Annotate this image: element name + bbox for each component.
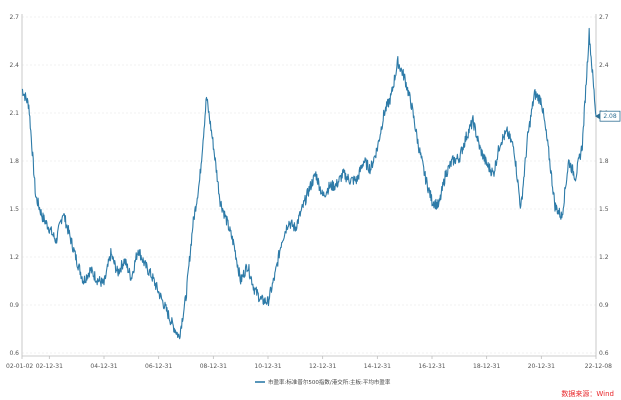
legend: 市盈率:标准普尔500指数/港交所:主板:平均市盈率 [255,378,391,386]
right-y-tick-labels: 0.60.91.21.51.82.12.42.7 [599,14,609,357]
y-tick-label-left: 2.4 [9,62,19,69]
y-tick-label-right: 0.6 [599,350,609,357]
x-tick-label: 10-12-31 [254,363,281,370]
y-tick-label-left: 1.2 [9,254,19,261]
y-tick-label-left: 2.1 [9,110,19,117]
x-tick-label: 02-01-02 [6,363,33,370]
left-y-tick-labels: 0.6 0.9 1.2 1.5 1.8 2.1 2.4 2.7 [9,14,19,357]
callout-value: 2.08 [603,113,617,120]
y-tick-label-left: 2.7 [9,14,19,21]
y-tick-label-right: 1.2 [599,254,609,261]
series-layer [21,27,597,340]
x-tick-label: 02-12-31 [36,363,63,370]
grid [22,16,596,354]
last-value-callout: 2.08 [595,110,621,122]
y-tick-label-left: 1.5 [9,206,19,213]
callout-box [599,110,621,122]
x-tick-label: 20-12-31 [528,363,555,370]
y-tick-label-right: 2.4 [599,62,609,69]
y-tick-label-left: 0.6 [9,350,19,357]
x-tick-label: 04-12-31 [90,363,117,370]
y-tick-label-right: 1.5 [599,206,609,213]
x-tick-label: 06-12-31 [145,363,172,370]
x-tick-label: 18-12-31 [473,363,500,370]
axes [21,14,597,357]
legend-label: 市盈率:标准普尔500指数/港交所:主板:平均市盈率 [268,378,391,386]
y-tick-label-right: 1.8 [599,158,609,165]
y-tick-label-right: 2.7 [599,14,609,21]
x-tick-label: 14-12-31 [364,363,391,370]
x-tick-label: 12-12-31 [309,363,336,370]
data-source-label: 数据来源：Wind [561,389,614,398]
x-tick-label: 08-12-31 [200,363,227,370]
y-tick-label-right: 0.9 [599,302,609,309]
y-tick-label-left: 0.9 [9,302,19,309]
x-tick-labels: 02-01-02 02-12-31 04-12-31 06-12-31 08-12-31… [6,356,612,370]
x-tick-label: 16-12-31 [418,363,445,370]
x-tick-label: 22-12-08 [585,363,612,370]
callout-pointer [595,113,600,120]
series-line [21,27,597,340]
y-tick-label-left: 1.8 [9,158,19,165]
